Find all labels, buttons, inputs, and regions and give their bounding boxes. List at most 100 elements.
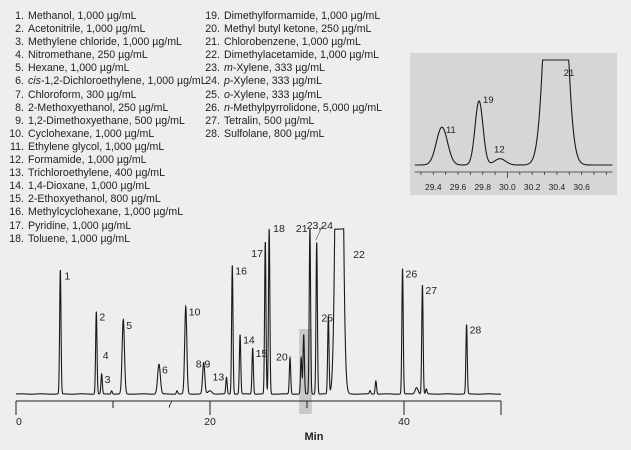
peak-label: 16 — [235, 265, 247, 277]
x-tick-label: 40 — [398, 416, 410, 428]
legend-number: 9. — [15, 114, 24, 127]
inset-x-tick-label: 30.0 — [499, 182, 516, 192]
legend-number: 4. — [15, 49, 24, 62]
legend-text: Nitromethane, 250 µg/mL — [28, 49, 148, 62]
legend-text: Pyridine, 1,000 µg/mL — [28, 219, 132, 232]
legend-item: 9. 1,2-Dimethoxyethane, 500 µg/mL — [4, 115, 207, 128]
legend-number: 14. — [9, 180, 24, 193]
peak-label: 4 — [103, 350, 109, 362]
peak-label: 27 — [425, 285, 437, 297]
legend-text: -1,2-Dichloroethylene, 1,000 µg/mL — [40, 75, 207, 88]
legend-text: 2-Ethoxyethanol, 800 µg/mL — [28, 193, 161, 206]
legend-item: 26. n-Methylpyrrolidone, 5,000 µg/mL — [200, 102, 382, 115]
legend-left-column: 1. Methanol, 1,000 µg/mL 2. Acetonitrile, 1… — [4, 10, 207, 246]
legend-item: 21. Chlorobenzene, 1,000 µg/mL — [200, 36, 382, 49]
legend-number: 27. — [205, 114, 220, 127]
legend-number: 3. — [15, 36, 24, 49]
inset-trace — [414, 59, 613, 166]
inset-x-tick-label: 30.2 — [524, 182, 541, 192]
legend-number: 16. — [9, 206, 24, 219]
legend-item: 7. Chloroform, 300 µg/mL — [4, 89, 207, 102]
legend-number: 21. — [205, 36, 220, 49]
inset-peak-label: 12 — [494, 145, 505, 156]
legend-text: Trichloroethylene, 400 µg/mL — [28, 167, 166, 180]
peak-label: 14 — [243, 335, 255, 347]
legend-item: 15. 2-Ethoxyethanol, 800 µg/mL — [4, 193, 207, 206]
peak-label: 10 — [189, 307, 201, 319]
peak-label: 13 — [212, 372, 224, 384]
legend-text: Methyl butyl ketone, 250 µg/mL — [224, 23, 372, 36]
legend-item: 3. Methylene chloride, 1,000 µg/mL — [4, 36, 207, 49]
legend-text: Sulfolane, 800 µg/mL — [224, 127, 325, 140]
legend-text: Methylene chloride, 1,000 µg/mL — [28, 36, 182, 49]
inset-x-tick-label: 29.8 — [474, 182, 491, 192]
legend-item: 1. Methanol, 1,000 µg/mL — [4, 10, 207, 23]
legend-item: 8. 2-Methoxyethanol, 250 µg/mL — [4, 102, 207, 115]
legend-number: 2. — [15, 23, 24, 36]
legend-item: 2. Acetonitrile, 1,000 µg/mL — [4, 23, 207, 36]
peak-label: 1 — [64, 270, 70, 282]
legend-number: 1. — [15, 10, 24, 22]
legend-italic-prefix: m — [224, 62, 233, 75]
legend-italic-prefix: n — [224, 101, 230, 114]
peak-label: 20 — [276, 352, 288, 364]
legend-text: Ethylene glycol, 1,000 µg/mL — [28, 140, 165, 153]
legend-text: Chlorobenzene, 1,000 µg/mL — [224, 36, 361, 49]
legend-item: 19. Dimethylformamide, 1,000 µg/mL — [200, 10, 382, 23]
peak-label: 17 — [251, 248, 263, 260]
inset-x-tick-label: 30.4 — [549, 182, 566, 192]
legend-number: 25. — [205, 88, 220, 101]
legend-item: 12. Formamide, 1,000 µg/mL — [4, 154, 207, 167]
peak-label: 6 — [162, 364, 168, 376]
inset-x-tick-label: 30.6 — [573, 182, 590, 192]
peak-label: 15 — [256, 348, 268, 360]
legend-item: 10. Cyclohexane, 1,000 µg/mL — [4, 128, 207, 141]
legend-number: 26. — [205, 101, 220, 114]
legend-text: 1,2-Dimethoxyethane, 500 µg/mL — [28, 114, 185, 127]
legend-text: Cyclohexane, 1,000 µg/mL — [28, 127, 155, 140]
legend-number: 18. — [9, 232, 24, 245]
peak-label: 26 — [406, 269, 418, 281]
legend-item: 28. Sulfolane, 800 µg/mL — [200, 128, 382, 141]
legend-number: 5. — [15, 62, 24, 75]
inset-chart: 29.4 29.6 29.8 30.0 30.2 30.4 30.6 11 19 12 21 — [410, 53, 617, 195]
legend-number: 15. — [9, 193, 24, 206]
legend-item: 23. m-Xylene, 333 µg/mL — [200, 62, 382, 75]
legend-text: Hexane, 1,000 µg/mL — [28, 62, 130, 75]
legend-italic-prefix: o — [224, 88, 230, 101]
legend-number: 17. — [9, 219, 24, 232]
legend-text: Formamide, 1,000 µg/mL — [28, 154, 147, 167]
peak-label: 28 — [470, 325, 482, 337]
legend-text: Chloroform, 300 µg/mL — [28, 88, 137, 101]
legend-item: 18. Toluene, 1,000 µg/mL — [4, 233, 207, 246]
inset-background — [410, 53, 617, 195]
legend-text: Acetonitrile, 1,000 µg/mL — [28, 23, 146, 36]
legend-item: 17. Pyridine, 1,000 µg/mL — [4, 220, 207, 233]
legend-item: 14. 1,4-Dioxane, 1,000 µg/mL — [4, 180, 207, 193]
legend-item: 22. Dimethylacetamide, 1,000 µg/mL — [200, 49, 382, 62]
peak-label: 25 — [321, 312, 333, 324]
legend-item: 4. Nitromethane, 250 µg/mL — [4, 49, 207, 62]
leader-line — [315, 225, 324, 241]
inset-x-tick-label: 29.6 — [450, 182, 467, 192]
legend-number: 23. — [205, 62, 220, 75]
legend-number: 7. — [15, 88, 24, 101]
legend-italic-prefix: cis — [28, 75, 41, 88]
legend-item: 6. cis-1,2-Dichloroethylene, 1,000 µg/mL — [4, 75, 207, 88]
legend-number: 12. — [9, 154, 24, 167]
peak-label: 23,24 — [307, 220, 333, 232]
legend-item: 27. Tetralin, 500 µg/mL — [200, 115, 382, 128]
legend-item: 20. Methyl butyl ketone, 250 µg/mL — [200, 23, 382, 36]
peak-label: 3 — [105, 374, 111, 386]
legend-item: 16. Methylcyclohexane, 1,000 µg/mL — [4, 206, 207, 219]
legend-item: 25. o-Xylene, 333 µg/mL — [200, 89, 382, 102]
legend-text: -Xylene, 333 µg/mL — [229, 88, 322, 101]
legend-number: 11. — [10, 140, 24, 153]
x-tick-label: 0 — [16, 416, 22, 428]
peak-label: 8,9 — [196, 359, 211, 371]
legend-text: Methylcyclohexane, 1,000 µg/mL — [28, 206, 184, 219]
legend-text: Toluene, 1,000 µg/mL — [28, 232, 131, 245]
inset-x-tick-label: 29.4 — [425, 182, 442, 192]
